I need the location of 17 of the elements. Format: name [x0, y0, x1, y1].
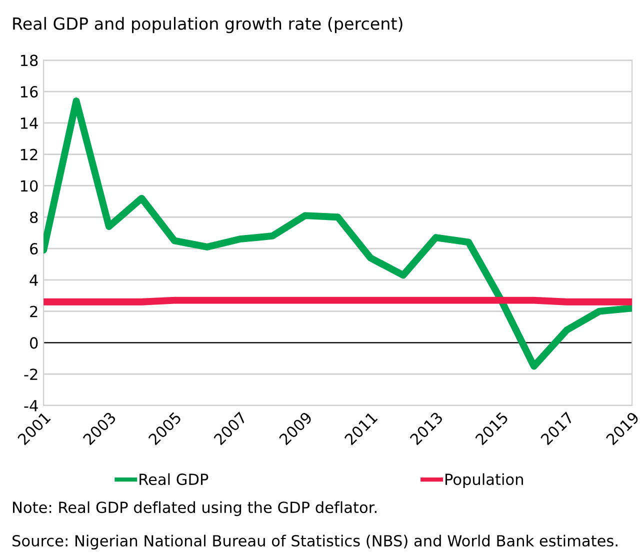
y-tick-label: 2 — [30, 306, 38, 318]
y-tick-label: -2 — [24, 368, 38, 380]
y-tick-label: 4 — [30, 274, 38, 286]
legend-label: Real GDP — [140, 473, 208, 486]
text: Note: Real GDP deflated using the GDP deflator. — [13, 501, 376, 516]
y-tick-label: 12 — [20, 148, 38, 160]
chart-title: Real GDP and population growth rate (percent) — [13, 17, 402, 34]
source-note: Source: Nigerian National Bureau of Statistics (NBS) and World Bank estimates. — [12, 534, 618, 550]
y-tick-label: 8 — [30, 212, 38, 224]
y-tick-label: 10 — [20, 180, 38, 192]
y-tick-label: 14 — [20, 118, 38, 129]
y-tick-label: 16 — [20, 86, 38, 98]
y-tick-label: 18 — [20, 54, 38, 66]
y-tick-label: 0 — [30, 337, 38, 349]
y-tick-label: 6 — [30, 242, 38, 255]
legend-label: Population — [446, 473, 523, 488]
y-tick-label: -4 — [24, 400, 38, 412]
